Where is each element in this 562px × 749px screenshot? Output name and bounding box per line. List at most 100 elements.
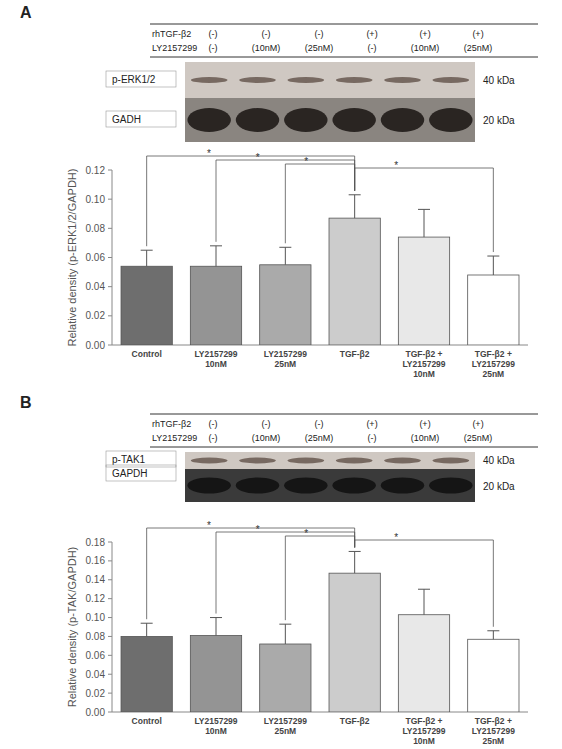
y-tick-label: 0.06 [86, 252, 106, 263]
header-cell: (25nM) [305, 43, 334, 53]
x-tick-label-line: 10nM [413, 736, 435, 746]
header-cell: (+) [419, 419, 430, 429]
y-axis-label: Relative density (p-ERK1/2/GAPDH) [66, 169, 78, 347]
y-tick-label: 0.06 [86, 650, 106, 661]
x-tick-label-line: TGF-β2 [340, 349, 370, 359]
header-cell: (-) [209, 419, 218, 429]
y-tick-label: 0.02 [86, 688, 106, 699]
error-bar-stem [146, 250, 147, 266]
header-cell: (25nM) [464, 43, 493, 53]
header-label: LY2157299 [152, 433, 197, 443]
blot-band [236, 478, 280, 494]
header-label: rhTGF-β2 [152, 419, 191, 429]
significance-label: * [394, 160, 398, 171]
blot-band [287, 458, 324, 464]
header-cell: (+) [472, 29, 483, 39]
x-tick-label: TGF-β2 +LY215729925nM [472, 349, 515, 379]
y-tick-label: 0.18 [86, 537, 106, 548]
x-tick-label-line: 25nM [274, 359, 296, 369]
error-bar [141, 250, 153, 266]
header-cell: (-) [368, 433, 377, 443]
header-cell: (-) [315, 29, 324, 39]
blot-image [185, 469, 475, 502]
error-bar-cap [418, 209, 430, 210]
blot-band [187, 478, 231, 494]
x-tick-label: LY215729910nM [194, 716, 237, 736]
blot-image [185, 98, 475, 142]
header-rule [150, 57, 538, 58]
significance-label: * [304, 156, 308, 167]
header-label: LY2157299 [152, 43, 197, 53]
header-cell: (10nM) [411, 433, 440, 443]
header-rule [150, 447, 538, 448]
y-tick-label: 0.08 [86, 223, 106, 234]
error-bar [279, 247, 291, 264]
header-rule [150, 414, 538, 415]
y-tick [108, 542, 112, 543]
bar [329, 573, 380, 712]
blot-band [381, 108, 425, 132]
error-bar-cap [349, 194, 361, 195]
bar [468, 275, 519, 345]
x-tick-label-line: LY2157299 [472, 726, 515, 736]
y-tick [108, 598, 112, 599]
blot-band [236, 108, 280, 132]
error-bar [210, 618, 222, 636]
x-tick-label: LY215729925nM [264, 716, 307, 736]
header-label: rhTGF-β2 [152, 29, 191, 39]
y-tick [108, 655, 112, 656]
x-tick-label-line: TGF-β2 + [405, 349, 442, 359]
error-bar [349, 195, 361, 218]
x-axis [112, 345, 528, 346]
x-tick-label-line: 10nM [205, 726, 227, 736]
kda-label: 40 kDa [483, 455, 515, 466]
x-tick-label-line: LY2157299 [402, 726, 445, 736]
x-tick-label-line: LY2157299 [472, 359, 515, 369]
error-bar-cap [418, 589, 430, 590]
y-tick [108, 199, 112, 200]
blot-band [384, 458, 421, 464]
x-tick-label: TGF-β2 +LY215729910nM [402, 349, 445, 379]
header-cell: (-) [209, 29, 218, 39]
y-tick [108, 315, 112, 316]
significance-label: * [256, 152, 260, 163]
y-tick [108, 636, 112, 637]
blot-band [239, 458, 276, 464]
header-cell: (+) [366, 419, 377, 429]
error-bar-stem [354, 195, 355, 218]
header-cell: (10nM) [252, 433, 281, 443]
x-tick-label: TGF-β2 +LY215729925nM [472, 716, 515, 746]
significance-label: * [256, 524, 260, 535]
error-bar-cap [210, 245, 222, 246]
significance-bracket [147, 528, 355, 619]
significance-label: * [304, 528, 308, 539]
blot-band [384, 77, 421, 83]
y-tick-label: 0.08 [86, 631, 106, 642]
error-bar-stem [424, 209, 425, 237]
error-bar-cap [210, 617, 222, 618]
error-bar [418, 589, 430, 615]
error-bar [349, 551, 361, 573]
x-tick-label-line: LY2157299 [264, 716, 307, 726]
y-tick [108, 712, 112, 713]
bar [121, 636, 172, 712]
header-cell: (10nM) [411, 43, 440, 53]
y-tick-label: 0.10 [86, 194, 106, 205]
significance-bracket [285, 536, 354, 620]
header-cell: (+) [472, 419, 483, 429]
bar [260, 265, 311, 345]
blot-band [336, 77, 373, 83]
significance-label: * [207, 520, 211, 531]
kda-label: 40 kDa [483, 75, 515, 86]
x-tick-label-line: 25nM [274, 726, 296, 736]
y-tick-label: 0.04 [86, 281, 106, 292]
blot-label-box [106, 71, 176, 87]
x-tick-label: Control [132, 349, 162, 359]
y-tick [108, 674, 112, 675]
panel-label: A [20, 4, 32, 21]
blot-band [432, 458, 469, 464]
y-tick-label: 0.00 [86, 707, 106, 718]
error-bar-cap [141, 250, 153, 251]
x-tick-label: TGF-β2 +LY215729910nM [402, 716, 445, 746]
error-bar-cap [279, 624, 291, 625]
